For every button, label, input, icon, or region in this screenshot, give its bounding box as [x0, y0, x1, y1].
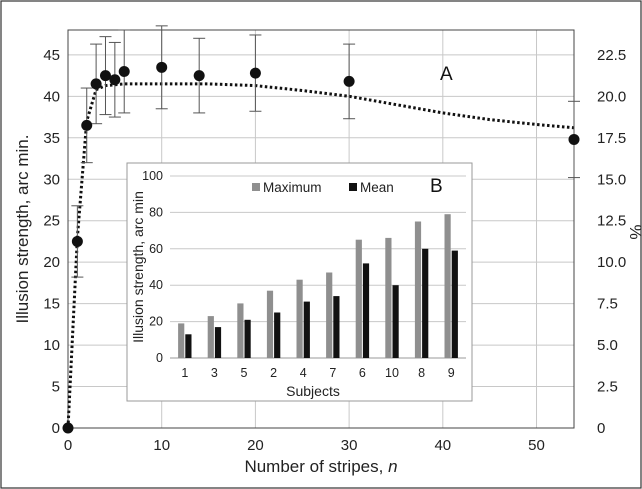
x-axis-title-variable: n: [388, 457, 397, 476]
data-point: [249, 67, 261, 79]
data-point: [99, 70, 111, 82]
inset-x-ticks: 1 3 5 2 4 7 6 10 8 9: [181, 366, 454, 380]
y2-tick-label: 22.5: [597, 47, 626, 64]
y2-tick-label: 2.5: [597, 379, 618, 396]
bar-mean: [333, 296, 340, 358]
inset-y-tick-label: 100: [142, 169, 163, 183]
y-tick-label: 35: [43, 130, 60, 147]
data-point: [568, 133, 580, 145]
y-tick-label: 5: [52, 379, 60, 396]
main-series: [62, 25, 580, 434]
y2-tick-label: 20.0: [597, 88, 626, 105]
legend-label-maximum: Maximum: [263, 180, 322, 195]
y-tick-label: 30: [43, 171, 60, 188]
y2-tick-label: 0: [597, 420, 605, 437]
bar-maximum: [385, 237, 392, 358]
inset-y-tick-label: 20: [149, 315, 163, 329]
inset-y-tick-label: 0: [156, 351, 163, 365]
data-point: [193, 70, 205, 82]
bar-maximum: [444, 214, 451, 358]
y-tick-label: 10: [43, 337, 60, 354]
inset-x-tick-label: 5: [241, 366, 248, 380]
y-axis-title-left: Illusion strength, arc min.: [13, 135, 32, 324]
bar-maximum: [296, 279, 303, 358]
inset-x-tick-label: 6: [359, 366, 366, 380]
y-tick-label: 40: [43, 88, 60, 105]
x-tick-label: 0: [64, 437, 72, 454]
inset-y-tick-label: 40: [149, 278, 163, 292]
y2-tick-label: 15.0: [597, 171, 626, 188]
y-tick-label: 25: [43, 213, 60, 230]
inset-y-tick-label: 60: [149, 242, 163, 256]
y-tick-label: 20: [43, 254, 60, 271]
x-tick-label: 30: [341, 437, 358, 454]
bar-maximum: [326, 272, 333, 358]
inset-x-tick-label: 9: [448, 366, 455, 380]
x-tick-label: 50: [528, 437, 545, 454]
y-tick-label: 0: [52, 420, 60, 437]
y2-tick-label: 17.5: [597, 130, 626, 147]
x-tick-label: 10: [153, 437, 170, 454]
x-tick-label: 40: [434, 437, 451, 454]
main-plot-frame: [67, 29, 575, 429]
inset-x-tick-label: 1: [181, 366, 188, 380]
data-point: [81, 119, 93, 131]
left-axis-ticks: 0 5 10 15 20 25 30 35 40 45: [43, 47, 60, 437]
bar-maximum: [207, 316, 214, 358]
x-axis-title: Number of stripes, n: [244, 457, 397, 476]
y2-tick-label: 5.0: [597, 337, 618, 354]
legend-swatch-maximum: [252, 183, 260, 191]
inset-x-tick-label: 10: [385, 366, 399, 380]
inset-x-tick-label: 3: [211, 366, 218, 380]
y-tick-label: 15: [43, 296, 60, 313]
data-point: [109, 74, 121, 86]
legend-label-mean: Mean: [360, 180, 394, 195]
bar-maximum: [237, 303, 244, 358]
y2-tick-label: 7.5: [597, 296, 618, 313]
bar-mean: [185, 334, 192, 358]
data-point: [90, 78, 102, 90]
inset-y-tick-label: 80: [149, 205, 163, 219]
panel-label-b: B: [430, 176, 443, 197]
x-axis-title-main: Number of stripes,: [244, 457, 388, 476]
bar-mean: [392, 285, 399, 358]
inset-legend: Maximum Mean: [252, 180, 394, 195]
inset-y-axis-title: Illusion strength, arc min: [130, 191, 146, 343]
bar-maximum: [414, 221, 422, 358]
bar-maximum: [266, 290, 274, 358]
y-tick-label: 45: [43, 47, 60, 64]
inset-bars: [178, 214, 458, 358]
y2-tick-label: 10.0: [597, 254, 626, 271]
bar-maximum: [355, 239, 362, 358]
bar-mean: [422, 248, 429, 358]
data-point: [156, 61, 168, 73]
data-point: [71, 235, 83, 247]
bar-mean: [214, 327, 222, 358]
right-axis-ticks: 0 2.5 5.0 7.5 10.0 12.5 15.0 17.5 20.0 22.5: [597, 47, 626, 437]
x-tick-label: 20: [247, 437, 264, 454]
bar-mean: [362, 263, 370, 358]
bar-mean: [303, 301, 310, 358]
fit-curve: [66, 82, 575, 429]
legend-swatch-mean: [349, 183, 357, 191]
inset-y-ticks: 0 20 40 60 80 100: [142, 169, 163, 365]
data-point: [118, 65, 130, 77]
data-point: [343, 75, 355, 87]
y2-tick-label: 12.5: [597, 213, 626, 230]
data-point: [62, 422, 74, 434]
inset-x-tick-label: 7: [329, 366, 336, 380]
inset-x-tick-label: 2: [270, 366, 277, 380]
inset-x-tick-label: 4: [300, 366, 307, 380]
y-axis-title-right: %: [626, 224, 642, 239]
bar-mean: [274, 312, 281, 358]
bar-mean: [451, 250, 458, 358]
bottom-axis-ticks: 0 10 20 30 40 50: [64, 437, 545, 454]
bar-mean: [244, 319, 251, 358]
bar-maximum: [178, 323, 185, 358]
inset-x-tick-label: 8: [418, 366, 425, 380]
panel-label-a: A: [440, 64, 453, 85]
inset-x-axis-title: Subjects: [286, 383, 340, 399]
